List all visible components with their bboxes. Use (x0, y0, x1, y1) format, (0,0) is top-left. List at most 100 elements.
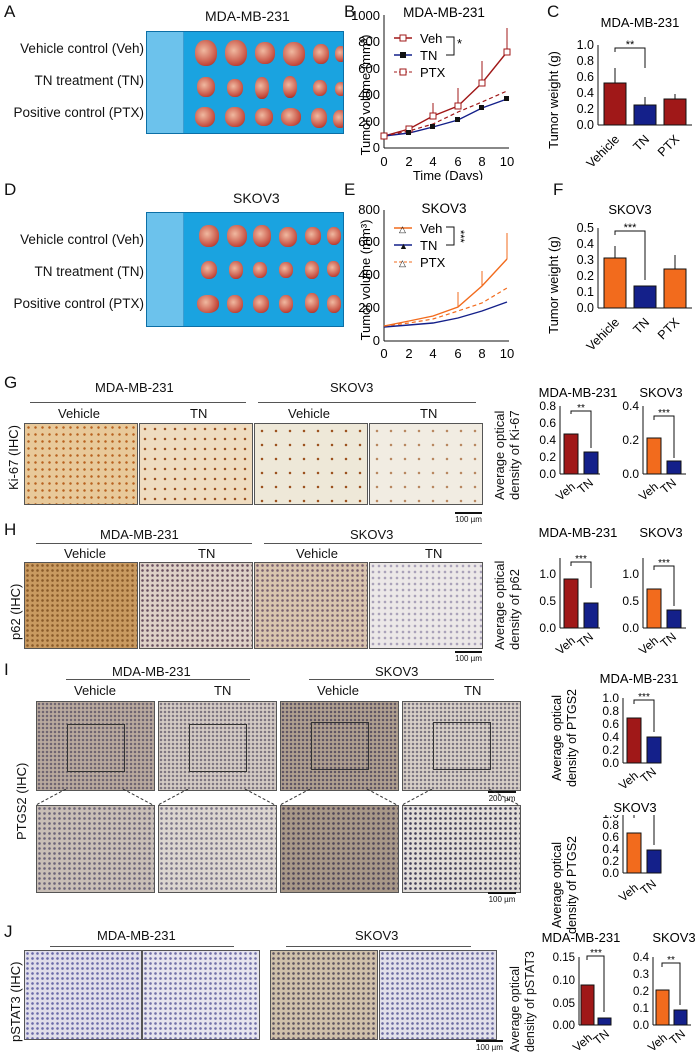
svg-text:0: 0 (373, 140, 380, 155)
svg-text:1000: 1000 (351, 8, 380, 23)
svg-text:***: *** (658, 408, 670, 419)
ylabel-j: Average optical density of pSTAT3 (508, 951, 537, 1052)
stain-label-p62: p62 (IHC) (8, 583, 23, 640)
svg-text:0.4: 0.4 (577, 86, 594, 100)
chart-e-tumor-volume-skov3: SKOV3 Tumor volume (mm³) 0 200 400 600 800 0… (358, 201, 514, 360)
panel-label-i: I (4, 660, 9, 679)
svg-text:△: △ (399, 224, 406, 234)
svg-text:600: 600 (358, 234, 380, 249)
panel-label-f: F (553, 180, 564, 199)
svg-text:0: 0 (380, 154, 387, 169)
ihc-image-ptgs2-mda-tn-low (158, 701, 277, 791)
svg-text:0.15: 0.15 (553, 952, 575, 964)
svg-text:0.2: 0.2 (577, 269, 594, 283)
svg-text:1.0: 1.0 (539, 567, 556, 581)
svg-text:0.05: 0.05 (553, 998, 575, 1010)
svg-text:TN: TN (658, 476, 679, 497)
ihc-j-header-mda: MDA-MB-231 (97, 928, 176, 943)
svg-text:MDA-MB-231: MDA-MB-231 (542, 930, 621, 945)
svg-text:0: 0 (380, 346, 387, 360)
chart-i2-ptgs2-quantification-skov3: Average optical density of PTGS2 0.00.20… (550, 815, 662, 934)
svg-text:2: 2 (405, 346, 412, 360)
svg-text:0.8: 0.8 (577, 54, 594, 68)
svg-text:400: 400 (358, 267, 380, 282)
panel-d-title: SKOV3 (233, 190, 280, 206)
svg-text:0.0: 0.0 (602, 756, 619, 770)
svg-text:0.2: 0.2 (622, 433, 639, 447)
ihc-image-ki67-skov3-vehicle (254, 423, 368, 505)
svg-text:0.0: 0.0 (577, 118, 594, 132)
svg-text:TN: TN (638, 877, 659, 898)
scale-bar-g: 100 µm (455, 512, 482, 524)
svg-text:8: 8 (478, 346, 485, 360)
panel-d-row-veh: Vehicle control (Veh) (20, 232, 144, 247)
svg-text:△: △ (399, 258, 406, 268)
ihc-image-ptgs2-skov3-tn-low (402, 701, 521, 791)
svg-text:0.2: 0.2 (602, 854, 619, 868)
svg-text:0.4: 0.4 (602, 842, 619, 856)
svg-text:Tumor weight (g): Tumor weight (g) (546, 236, 561, 334)
ihc-g-group-vehicle-mda: Vehicle (58, 406, 100, 421)
svg-text:SKOV3: SKOV3 (652, 930, 695, 945)
ihc-image-pstat3-skov3-vehicle (270, 950, 378, 1040)
ihc-h-group-vehicle-mda: Vehicle (64, 546, 106, 561)
svg-text:TN: TN (420, 238, 437, 253)
svg-text:1.0: 1.0 (602, 815, 619, 821)
ihc-h-group-vehicle-skov3: Vehicle (296, 546, 338, 561)
ihc-image-ptgs2-mda-tn-high (158, 805, 277, 893)
svg-text:0.0: 0.0 (633, 1020, 649, 1032)
svg-text:MDA-MB-231: MDA-MB-231 (600, 671, 679, 686)
ihc-image-pstat3-skov3-tn (379, 950, 497, 1040)
panel-a-row-ptx: Positive control (PTX) (13, 105, 144, 120)
svg-text:800: 800 (358, 202, 380, 217)
svg-text:0.3: 0.3 (633, 969, 649, 981)
scale-bar-i-bottom: 100 µm (488, 892, 516, 904)
panel-label-c: C (547, 2, 560, 21)
svg-text:density of PTGS2: density of PTGS2 (565, 836, 579, 934)
ihc-image-p62-skov3-vehicle (254, 562, 368, 649)
svg-text:0.0: 0.0 (622, 621, 639, 635)
svg-text:200: 200 (358, 114, 380, 129)
svg-text:PTX: PTX (420, 255, 446, 270)
svg-text:Veh: Veh (553, 480, 578, 504)
panel-d-row-ptx: Positive control (PTX) (13, 296, 144, 311)
panel-label-g: G (4, 373, 18, 392)
svg-text:***: *** (454, 230, 466, 244)
svg-text:800: 800 (358, 34, 380, 49)
svg-text:TN: TN (658, 630, 679, 651)
svg-text:2: 2 (405, 154, 412, 169)
svg-text:6: 6 (454, 346, 461, 360)
panel-a-row-tn: TN treatment (TN) (34, 73, 144, 88)
svg-text:TN: TN (638, 765, 659, 786)
svg-text:4: 4 (429, 154, 436, 169)
ihc-image-pstat3-mda-tn (142, 950, 260, 1040)
svg-text:0.00: 0.00 (553, 1020, 575, 1032)
panel-d-row-tn: TN treatment (TN) (34, 264, 144, 279)
svg-text:0.0: 0.0 (577, 301, 594, 315)
svg-text:0.4: 0.4 (577, 237, 594, 251)
ylabel-h: Average optical density of p62 (492, 560, 522, 650)
panel-label-h: H (4, 520, 17, 539)
ruler (147, 32, 184, 133)
svg-text:0.1: 0.1 (633, 1003, 649, 1015)
chart-i-ptgs2-quantification: Average optical density of PTGS2 MDA-MB-… (550, 671, 679, 815)
svg-text:0.2: 0.2 (539, 450, 556, 464)
stain-label-ki67: Ki-67 (IHC) (6, 424, 21, 490)
svg-text:TN: TN (630, 132, 652, 154)
ylabel-g: Average optical density of Ki-67 (492, 410, 522, 500)
ihc-image-ptgs2-mda-vehicle-high (36, 805, 155, 893)
panel-label-a: A (4, 2, 16, 21)
scale-bar-j: 100 µm (476, 1040, 503, 1052)
ihc-h-header-mda: MDA-MB-231 (100, 527, 179, 542)
svg-text:10: 10 (500, 154, 514, 169)
svg-text:MDA-MB-231: MDA-MB-231 (403, 5, 485, 20)
svg-text:***: *** (624, 222, 638, 234)
svg-text:0.5: 0.5 (539, 594, 556, 608)
svg-text:0.8: 0.8 (602, 818, 619, 832)
svg-text:Tumor volume (mm³): Tumor volume (mm³) (358, 220, 373, 341)
svg-text:MDA-MB-231: MDA-MB-231 (539, 525, 618, 540)
svg-text:Veh: Veh (420, 221, 442, 236)
zoom-connector-lines (36, 789, 520, 805)
svg-text:PTX: PTX (655, 132, 683, 160)
svg-text:1.0: 1.0 (577, 38, 594, 52)
